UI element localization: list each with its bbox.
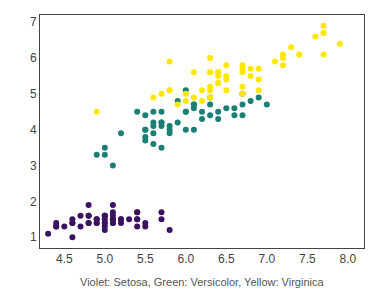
svg-text:7.5: 7.5 <box>299 252 316 266</box>
svg-text:5.0: 5.0 <box>96 252 113 266</box>
svg-text:4: 4 <box>30 123 37 137</box>
svg-text:2: 2 <box>30 195 37 209</box>
svg-text:Violet: Setosa, Green: Versico: Violet: Setosa, Green: Versicolor, Yello… <box>80 276 324 288</box>
svg-text:5: 5 <box>30 87 37 101</box>
svg-text:5.5: 5.5 <box>137 252 154 266</box>
svg-text:6.0: 6.0 <box>177 252 194 266</box>
svg-text:1: 1 <box>30 230 37 244</box>
svg-text:4.5: 4.5 <box>56 252 73 266</box>
svg-text:8.0: 8.0 <box>339 252 356 266</box>
svg-text:6.5: 6.5 <box>218 252 235 266</box>
svg-text:7: 7 <box>30 15 37 29</box>
svg-text:6: 6 <box>30 51 37 65</box>
svg-text:7.0: 7.0 <box>258 252 275 266</box>
svg-text:3: 3 <box>30 159 37 173</box>
